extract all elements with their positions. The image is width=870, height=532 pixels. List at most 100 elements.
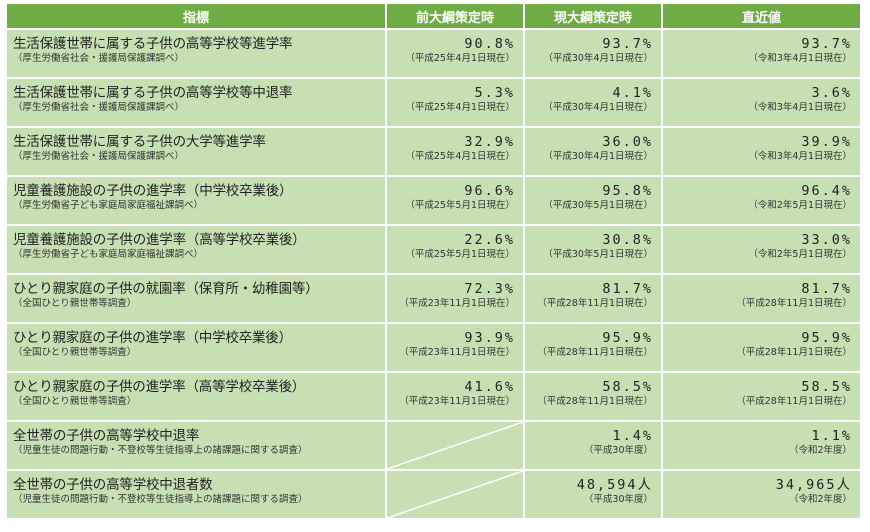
latest-cell: 39.9% （令和3年4月1日現在） [663, 128, 860, 177]
indicator-table: 指標 前大綱策定時 現大綱策定時 直近値 生活保護世帯に属する子供の高等学校等進… [7, 4, 860, 520]
current-value: 93.7% [602, 36, 653, 52]
header-latest-value: 直近値 [663, 4, 860, 30]
indicator-cell: ひとり親家庭の子供の就園率（保育所・幼稚園等） （全国ひとり親世帯等調査） [7, 275, 387, 324]
indicator-cell: 児童養護施設の子供の進学率（中学校卒業後） （厚生労働省子ども家庭局家庭福祉課調… [7, 177, 387, 226]
table-row: ひとり親家庭の子供の進学率（中学校卒業後） （全国ひとり親世帯等調査） 93.9… [7, 324, 860, 373]
current-value: 48,594人 [576, 477, 653, 493]
latest-value: 3.6% [811, 85, 852, 101]
current-value: 4.1% [612, 85, 653, 101]
current-cell: 58.5% （平成28年11月1日現在） [525, 373, 663, 422]
current-value: 81.7% [602, 281, 653, 297]
latest-cell: 96.4% （令和2年5月1日現在） [663, 177, 860, 226]
current-cell: 36.0% （平成30年4月1日現在） [525, 128, 663, 177]
previous-cell-not-applicable [387, 422, 525, 471]
table-row: ひとり親家庭の子供の進学率（高等学校卒業後） （全国ひとり親世帯等調査） 41.… [7, 373, 860, 422]
previous-date: （平成25年4月1日現在） [405, 53, 515, 64]
header-row: 指標 前大綱策定時 現大綱策定時 直近値 [7, 4, 860, 30]
latest-date: （平成28年11月1日現在） [736, 298, 852, 309]
previous-date: （平成25年5月1日現在） [405, 249, 515, 260]
table-row: 全世帯の子供の高等学校中退者数 （児童生徒の問題行動・不登校等生徒指導上の諸課題… [7, 471, 860, 520]
current-date: （平成28年11月1日現在） [537, 347, 653, 358]
indicator-title: ひとり親家庭の子供の就園率（保育所・幼稚園等） [13, 281, 319, 297]
current-value: 1.4% [612, 428, 653, 444]
indicator-cell: 生活保護世帯に属する子供の高等学校等進学率 （厚生労働省社会・援護局保護課調べ） [7, 30, 387, 79]
table-row: 生活保護世帯に属する子供の大学等進学率 （厚生労働省社会・援護局保護課調べ） 3… [7, 128, 860, 177]
indicator-cell: 全世帯の子供の高等学校中退者数 （児童生徒の問題行動・不登校等生徒指導上の諸課題… [7, 471, 387, 520]
diagonal-slash-icon [387, 471, 523, 518]
indicator-source: （児童生徒の問題行動・不登校等生徒指導上の諸課題に関する調査） [13, 445, 308, 456]
previous-cell: 90.8% （平成25年4月1日現在） [387, 30, 525, 79]
current-date: （平成30年度） [583, 494, 653, 505]
current-date: （平成28年11月1日現在） [537, 298, 653, 309]
latest-value: 33.0% [801, 232, 852, 248]
latest-value: 93.7% [801, 36, 852, 52]
previous-cell: 72.3% （平成23年11月1日現在） [387, 275, 525, 324]
indicator-title: 生活保護世帯に属する子供の高等学校等中退率 [13, 85, 293, 101]
previous-value: 41.6% [464, 379, 515, 395]
previous-value: 72.3% [464, 281, 515, 297]
indicator-title: 生活保護世帯に属する子供の大学等進学率 [13, 134, 266, 150]
previous-value: 32.9% [464, 134, 515, 150]
latest-cell: 93.7% （令和3年4月1日現在） [663, 30, 860, 79]
latest-cell: 3.6% （令和3年4月1日現在） [663, 79, 860, 128]
previous-date: （平成25年4月1日現在） [405, 151, 515, 162]
indicator-source: （全国ひとり親世帯等調査） [13, 298, 137, 309]
table-row: ひとり親家庭の子供の就園率（保育所・幼稚園等） （全国ひとり親世帯等調査） 72… [7, 275, 860, 324]
table-row: 生活保護世帯に属する子供の高等学校等進学率 （厚生労働省社会・援護局保護課調べ）… [7, 30, 860, 79]
latest-value: 81.7% [801, 281, 852, 297]
indicator-cell: 全世帯の子供の高等学校中退率 （児童生徒の問題行動・不登校等生徒指導上の諸課題に… [7, 422, 387, 471]
indicator-title: 生活保護世帯に属する子供の高等学校等進学率 [13, 36, 293, 52]
current-cell: 81.7% （平成28年11月1日現在） [525, 275, 663, 324]
current-cell: 93.7% （平成30年4月1日現在） [525, 30, 663, 79]
current-cell: 30.8% （平成30年5月1日現在） [525, 226, 663, 275]
previous-cell-not-applicable [387, 471, 525, 520]
current-cell: 95.8% （平成30年5月1日現在） [525, 177, 663, 226]
current-value: 36.0% [602, 134, 653, 150]
latest-cell: 95.9% （平成28年11月1日現在） [663, 324, 860, 373]
latest-cell: 33.0% （令和2年5月1日現在） [663, 226, 860, 275]
indicator-title: 全世帯の子供の高等学校中退者数 [13, 477, 213, 493]
current-date: （平成30年4月1日現在） [543, 151, 653, 162]
table-row: 生活保護世帯に属する子供の高等学校等中退率 （厚生労働省社会・援護局保護課調べ）… [7, 79, 860, 128]
indicator-cell: ひとり親家庭の子供の進学率（中学校卒業後） （全国ひとり親世帯等調査） [7, 324, 387, 373]
previous-cell: 5.3% （平成25年4月1日現在） [387, 79, 525, 128]
current-value: 95.9% [602, 330, 653, 346]
indicator-title: 児童養護施設の子供の進学率（高等学校卒業後） [13, 232, 306, 248]
indicator-title: ひとり親家庭の子供の進学率（中学校卒業後） [13, 330, 292, 346]
table-row: 児童養護施設の子供の進学率（高等学校卒業後） （厚生労働省子ども家庭局家庭福祉課… [7, 226, 860, 275]
previous-date: （平成25年4月1日現在） [405, 102, 515, 113]
header-indicator: 指標 [7, 4, 387, 30]
latest-date: （平成28年11月1日現在） [736, 396, 852, 407]
previous-value: 22.6% [464, 232, 515, 248]
latest-value: 58.5% [801, 379, 852, 395]
previous-cell: 32.9% （平成25年4月1日現在） [387, 128, 525, 177]
previous-date: （平成23年11月1日現在） [399, 347, 515, 358]
indicator-source: （全国ひとり親世帯等調査） [13, 396, 137, 407]
latest-date: （平成28年11月1日現在） [736, 347, 852, 358]
current-value: 95.8% [602, 183, 653, 199]
latest-cell: 81.7% （平成28年11月1日現在） [663, 275, 860, 324]
latest-date: （令和2年5月1日現在） [748, 249, 852, 260]
table-row: 児童養護施設の子供の進学率（中学校卒業後） （厚生労働省子ども家庭局家庭福祉課調… [7, 177, 860, 226]
previous-date: （平成23年11月1日現在） [399, 396, 515, 407]
previous-date: （平成23年11月1日現在） [399, 298, 515, 309]
latest-date: （令和3年4月1日現在） [748, 53, 852, 64]
indicator-cell: 生活保護世帯に属する子供の大学等進学率 （厚生労働省社会・援護局保護課調べ） [7, 128, 387, 177]
latest-date: （令和2年5月1日現在） [748, 200, 852, 211]
indicator-source: （児童生徒の問題行動・不登校等生徒指導上の諸課題に関する調査） [13, 494, 308, 505]
indicator-title: 全世帯の子供の高等学校中退率 [13, 428, 200, 444]
header-current-outline: 現大綱策定時 [525, 4, 663, 30]
latest-value: 1.1% [811, 428, 852, 444]
previous-date: （平成25年5月1日現在） [405, 200, 515, 211]
previous-value: 96.6% [464, 183, 515, 199]
previous-value: 5.3% [474, 85, 515, 101]
indicator-source: （厚生労働省社会・援護局保護課調べ） [13, 151, 185, 162]
previous-cell: 41.6% （平成23年11月1日現在） [387, 373, 525, 422]
table-row: 全世帯の子供の高等学校中退率 （児童生徒の問題行動・不登校等生徒指導上の諸課題に… [7, 422, 860, 471]
latest-cell: 58.5% （平成28年11月1日現在） [663, 373, 860, 422]
latest-value: 39.9% [801, 134, 852, 150]
indicator-title: 児童養護施設の子供の進学率（中学校卒業後） [13, 183, 293, 199]
diagonal-slash-icon [387, 422, 523, 469]
current-cell: 48,594人 （平成30年度） [525, 471, 663, 520]
current-cell: 95.9% （平成28年11月1日現在） [525, 324, 663, 373]
